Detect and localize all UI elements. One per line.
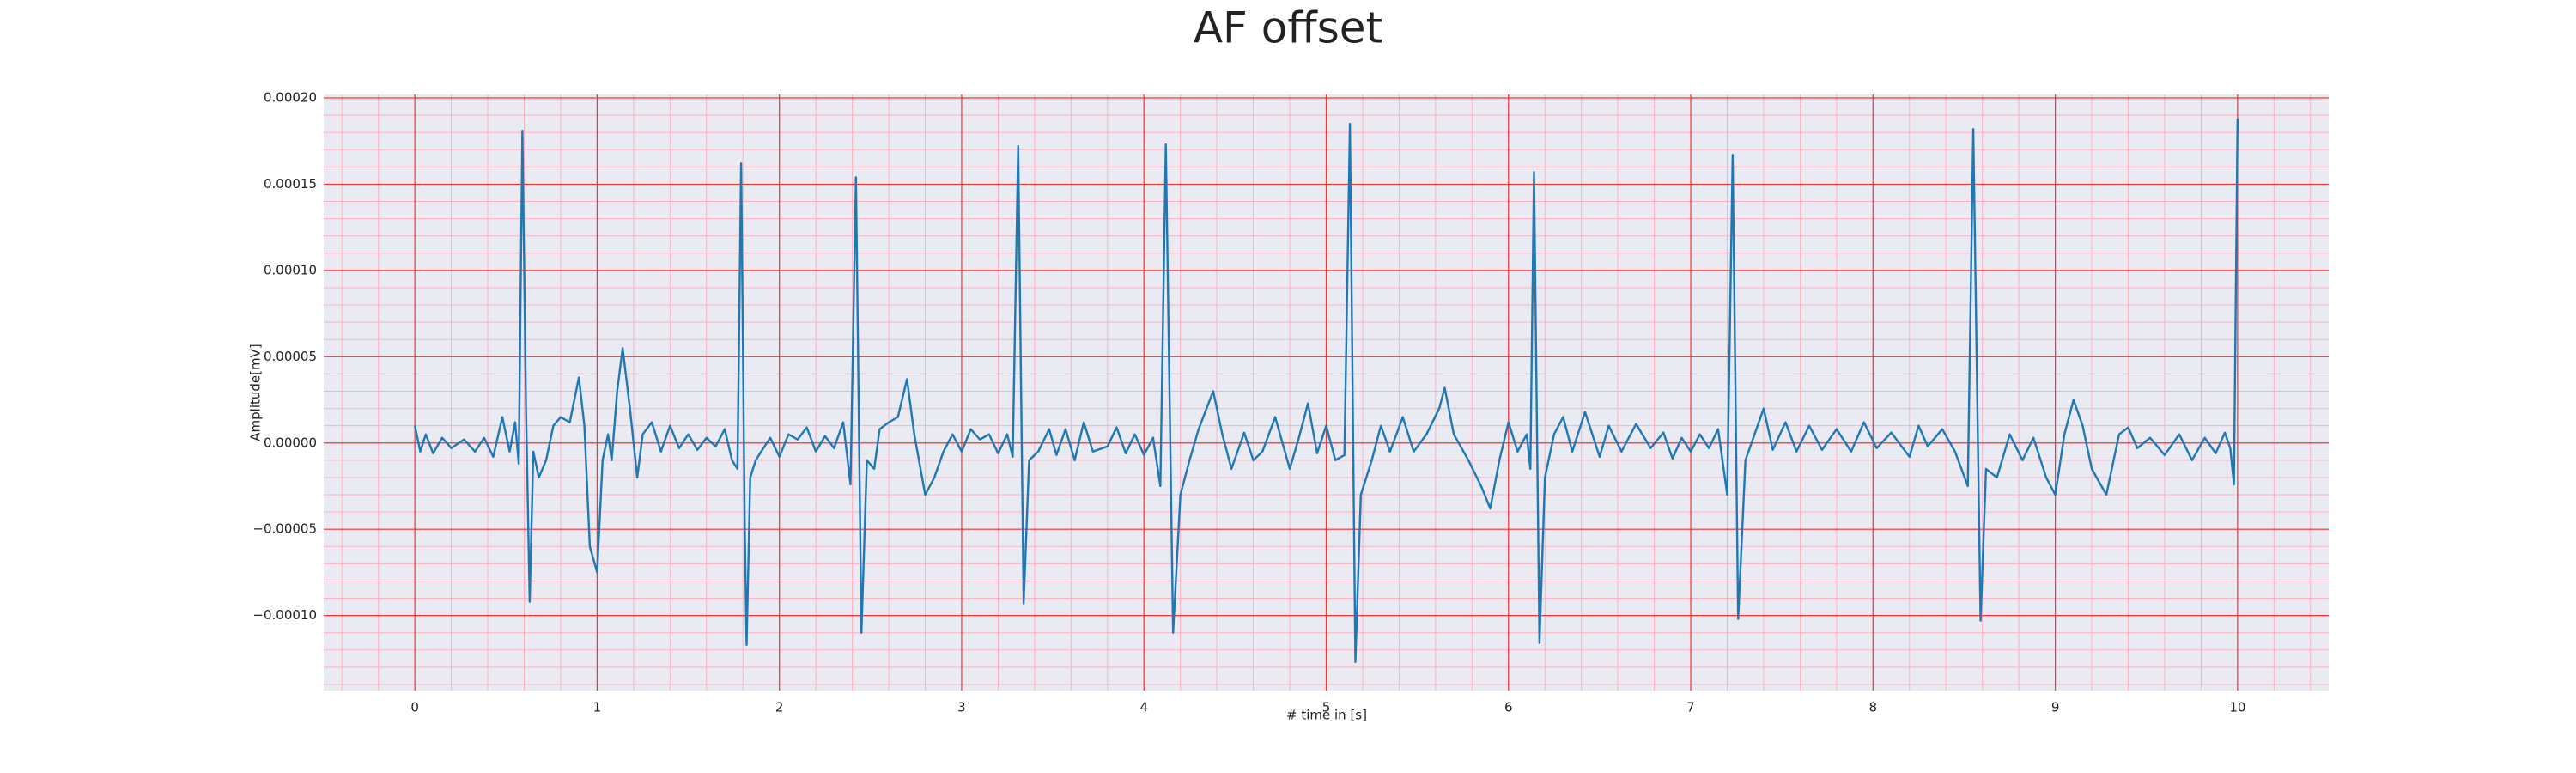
y-tick-label: 0.00000 (264, 435, 317, 450)
x-tick-label: 9 (2051, 700, 2060, 715)
x-axis-label: # time in [s] (1286, 708, 1367, 723)
y-axis-label: Amplitude[mV] (248, 344, 264, 441)
x-tick-label: 2 (775, 700, 784, 715)
x-tick-label: 6 (1504, 700, 1513, 715)
y-tick-label: 0.00010 (264, 262, 317, 277)
x-tick-label: 0 (410, 700, 419, 715)
y-tick-label: 0.00015 (264, 176, 317, 192)
y-tick-label: 0.00005 (264, 349, 317, 364)
y-tick-label: −0.00005 (252, 521, 317, 537)
x-tick-label: 5 (1322, 700, 1331, 715)
x-tick-label: 10 (2229, 700, 2245, 715)
x-tick-label: 8 (1869, 700, 1878, 715)
line-series (413, 119, 2239, 664)
chart-title: AF offset (1194, 3, 1382, 53)
x-tick-label: 3 (957, 700, 966, 715)
x-tick-label: 1 (593, 700, 602, 715)
y-tick-label: 0.00020 (264, 90, 317, 106)
y-tick-label: −0.00010 (252, 607, 317, 623)
x-tick-label: 4 (1139, 700, 1148, 715)
x-tick-label: 7 (1686, 700, 1695, 715)
